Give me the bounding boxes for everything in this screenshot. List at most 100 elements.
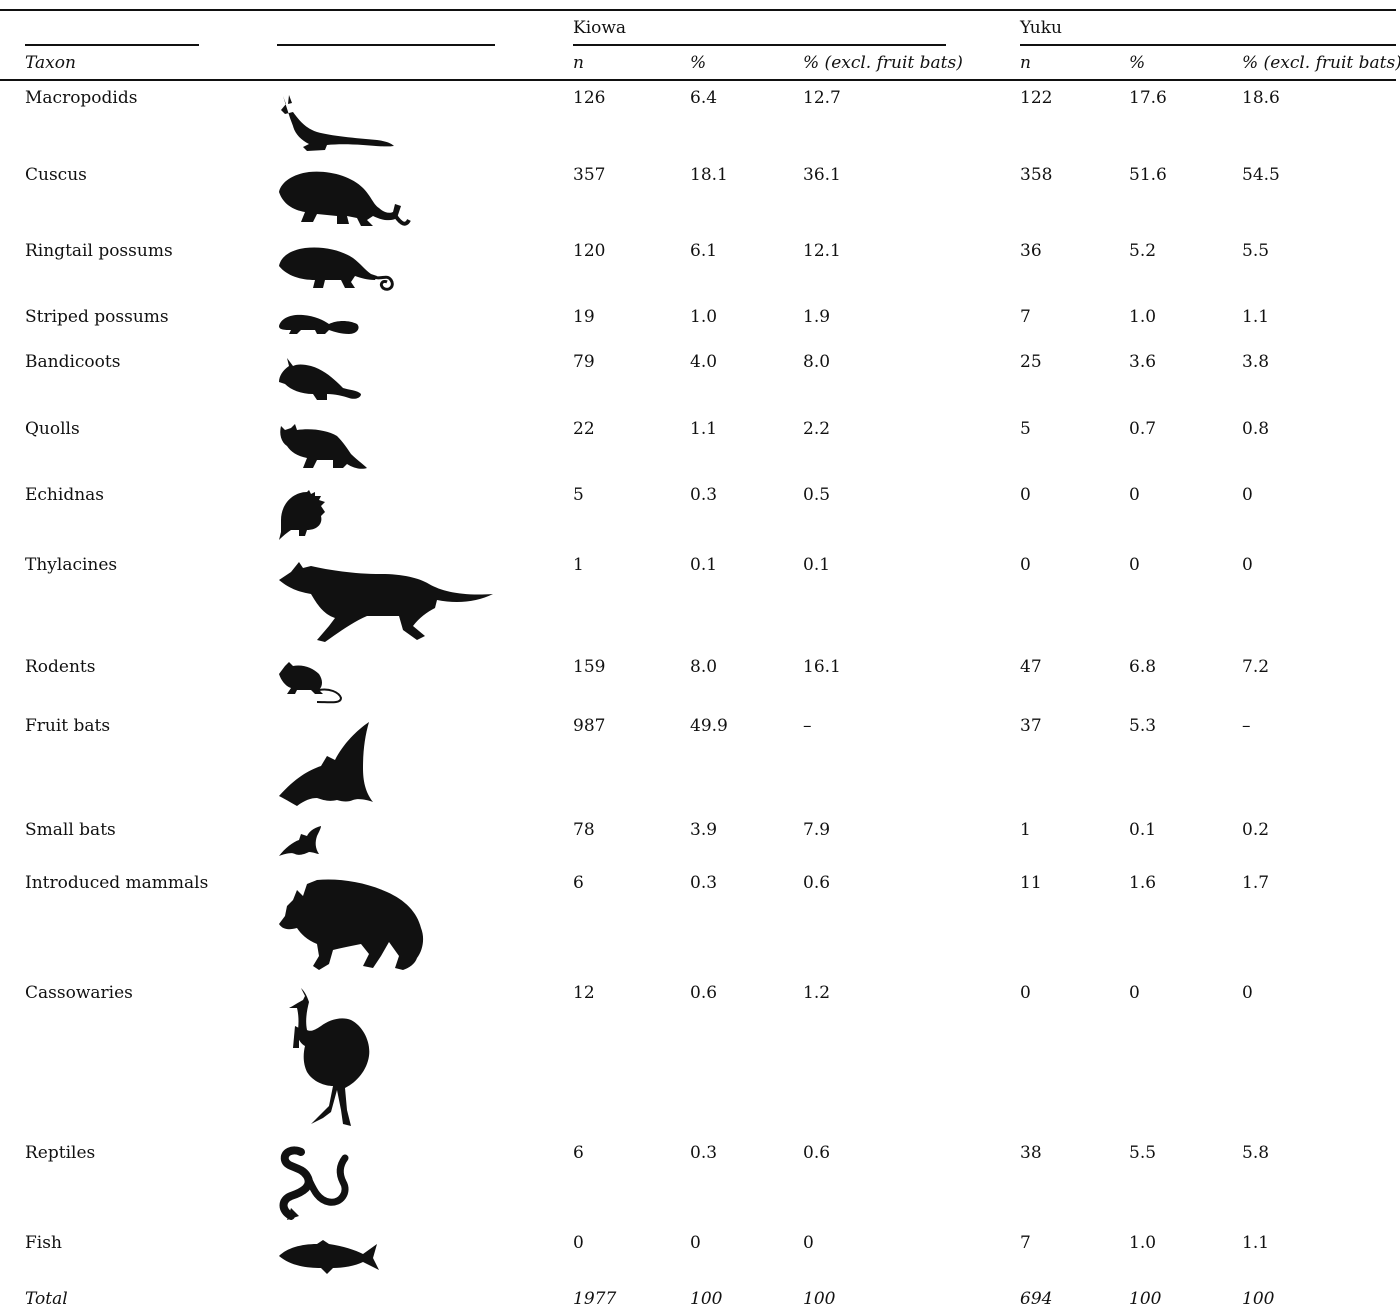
- kiowa-pct-excl: 1.9: [803, 307, 831, 327]
- yuku-n: 47: [1020, 657, 1042, 677]
- striped-possum-icon: [279, 314, 359, 334]
- kiowa-pct: 0.3: [690, 873, 718, 893]
- taxon-underline: [25, 44, 199, 46]
- fruit-bat-icon: [279, 722, 373, 806]
- kiowa-n: 22: [573, 419, 595, 439]
- kiowa-pct-excl: 12.7: [803, 88, 841, 108]
- total-yuku-pct-excl: 100: [1242, 1289, 1275, 1309]
- total-yuku-pct: 100: [1129, 1289, 1162, 1309]
- yuku-n: 0: [1020, 555, 1031, 575]
- yuku-pct-excl: 0: [1242, 555, 1253, 575]
- kiowa-n: 79: [573, 352, 595, 372]
- yuku-n: 37: [1020, 716, 1042, 736]
- yuku-pct-excl: 1.1: [1242, 1233, 1270, 1253]
- group-header-yuku: Yuku: [1020, 18, 1062, 38]
- taxon-label: Striped possums: [25, 307, 169, 327]
- small-bat-icon: [279, 826, 321, 856]
- cuscus-icon: [279, 171, 411, 226]
- total-kiowa-pct: 100: [690, 1289, 723, 1309]
- yuku-n: 7: [1020, 1233, 1031, 1253]
- yuku-n: 122: [1020, 88, 1053, 108]
- bandicoot-icon: [279, 358, 361, 400]
- yuku-pct: 51.6: [1129, 165, 1167, 185]
- yuku-pct-excl: 0: [1242, 485, 1253, 505]
- rodent-icon: [279, 662, 343, 704]
- table-top-rule: [0, 9, 1396, 11]
- yuku-n: 5: [1020, 419, 1031, 439]
- yuku-pct: 1.0: [1129, 307, 1157, 327]
- yuku-pct-excl: 1.7: [1242, 873, 1270, 893]
- macropod-icon: [281, 95, 394, 151]
- yuku-pct: 0: [1129, 485, 1140, 505]
- kiowa-n: 120: [573, 241, 606, 261]
- total-kiowa-pct-excl: 100: [803, 1289, 836, 1309]
- yuku-pct-excl: 7.2: [1242, 657, 1270, 677]
- kiowa-n: 159: [573, 657, 606, 677]
- kiowa-pct-excl: 7.9: [803, 820, 831, 840]
- yuku-pct-excl: 5.5: [1242, 241, 1270, 261]
- kiowa-n: 0: [573, 1233, 584, 1253]
- kiowa-group-underline: [573, 44, 946, 46]
- yuku-pct-excl: 0.8: [1242, 419, 1270, 439]
- taxon-label: Reptiles: [25, 1143, 96, 1163]
- kiowa-pct-excl: 2.2: [803, 419, 831, 439]
- column-header-kiowa-pct: %: [690, 53, 707, 73]
- kiowa-n: 987: [573, 716, 606, 736]
- group-header-kiowa: Kiowa: [573, 18, 627, 38]
- taxon-label: Macropodids: [25, 88, 138, 108]
- kiowa-pct-excl: 0.1: [803, 555, 831, 575]
- taxon-label: Ringtail possums: [25, 241, 173, 261]
- yuku-n: 0: [1020, 485, 1031, 505]
- kiowa-pct: 0.3: [690, 485, 718, 505]
- yuku-pct-excl: 1.1: [1242, 307, 1270, 327]
- taxon-label: Cassowaries: [25, 983, 133, 1003]
- yuku-group-underline: [1020, 44, 1396, 46]
- kiowa-n: 5: [573, 485, 584, 505]
- kiowa-pct-excl: 12.1: [803, 241, 841, 261]
- kiowa-pct: 0.6: [690, 983, 718, 1003]
- kiowa-pct: 0.1: [690, 555, 718, 575]
- kiowa-pct: 3.9: [690, 820, 718, 840]
- icon-column-underline: [277, 44, 495, 46]
- kiowa-n: 357: [573, 165, 606, 185]
- yuku-n: 36: [1020, 241, 1042, 261]
- kiowa-pct: 6.1: [690, 241, 718, 261]
- thylacine-icon: [279, 562, 493, 642]
- yuku-n: 7: [1020, 307, 1031, 327]
- kiowa-n: 1: [573, 555, 584, 575]
- column-header-yuku-pct-excl: % (excl. fruit bats): [1242, 53, 1400, 73]
- ringtail-possum-icon: [279, 247, 394, 291]
- yuku-pct: 1.0: [1129, 1233, 1157, 1253]
- yuku-pct-excl: –: [1242, 716, 1251, 736]
- column-header-kiowa-pct-excl: % (excl. fruit bats): [803, 53, 963, 73]
- yuku-pct: 5.3: [1129, 716, 1157, 736]
- kiowa-pct: 18.1: [690, 165, 728, 185]
- taxon-label: Rodents: [25, 657, 96, 677]
- yuku-pct: 17.6: [1129, 88, 1167, 108]
- column-header-taxon: Taxon: [25, 53, 76, 73]
- kiowa-pct-excl: 0.6: [803, 873, 831, 893]
- quoll-icon: [280, 424, 367, 469]
- yuku-pct-excl: 5.8: [1242, 1143, 1270, 1163]
- yuku-pct-excl: 0.2: [1242, 820, 1270, 840]
- yuku-pct: 5.2: [1129, 241, 1157, 261]
- kiowa-pct-excl: 0: [803, 1233, 814, 1253]
- kiowa-pct-excl: 0.6: [803, 1143, 831, 1163]
- kiowa-pct: 6.4: [690, 88, 718, 108]
- echidna-icon: [279, 490, 325, 540]
- kiowa-n: 19: [573, 307, 595, 327]
- kiowa-pct: 4.0: [690, 352, 718, 372]
- yuku-n: 358: [1020, 165, 1053, 185]
- yuku-pct: 0: [1129, 983, 1140, 1003]
- total-label: Total: [25, 1289, 68, 1309]
- taxon-label: Thylacines: [25, 555, 118, 575]
- yuku-pct: 5.5: [1129, 1143, 1157, 1163]
- yuku-n: 1: [1020, 820, 1031, 840]
- kiowa-n: 6: [573, 1143, 584, 1163]
- yuku-pct: 0: [1129, 555, 1140, 575]
- kiowa-pct-excl: –: [803, 716, 812, 736]
- kiowa-pct: 0: [690, 1233, 701, 1253]
- yuku-n: 11: [1020, 873, 1042, 893]
- kiowa-n: 78: [573, 820, 595, 840]
- yuku-pct-excl: 3.8: [1242, 352, 1270, 372]
